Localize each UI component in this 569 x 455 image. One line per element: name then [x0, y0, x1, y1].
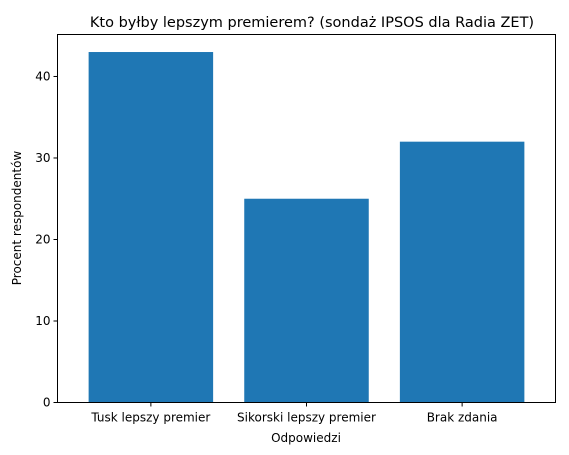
bar-0	[88, 52, 214, 403]
plot-frame	[57, 34, 556, 403]
y-tick-label-3: 30	[35, 151, 50, 165]
y-axis-label: Procent respondentów	[10, 151, 24, 286]
x-axis-label: Odpowiedzi	[271, 431, 341, 445]
bar-1	[244, 198, 369, 403]
bar-2	[399, 141, 525, 403]
x-axis: Tusk lepszy premier Sikorski lepszy premi…	[90, 402, 498, 425]
chart-title: Kto byłby lepszym premierem? (sondaż IPS…	[90, 15, 534, 31]
x-tick-label-2: Brak zdania	[427, 411, 498, 425]
y-tick-label-2: 20	[35, 232, 50, 246]
y-tick-label-0: 0	[43, 396, 51, 410]
y-tick-label-4: 40	[35, 69, 50, 83]
bars-group	[88, 52, 525, 403]
x-tick-label-0: Tusk lepszy premier	[90, 411, 210, 425]
y-axis: 0 10 20 30 40	[35, 69, 58, 410]
y-tick-label-1: 10	[35, 314, 50, 328]
x-tick-label-1: Sikorski lepszy premier	[237, 411, 376, 425]
